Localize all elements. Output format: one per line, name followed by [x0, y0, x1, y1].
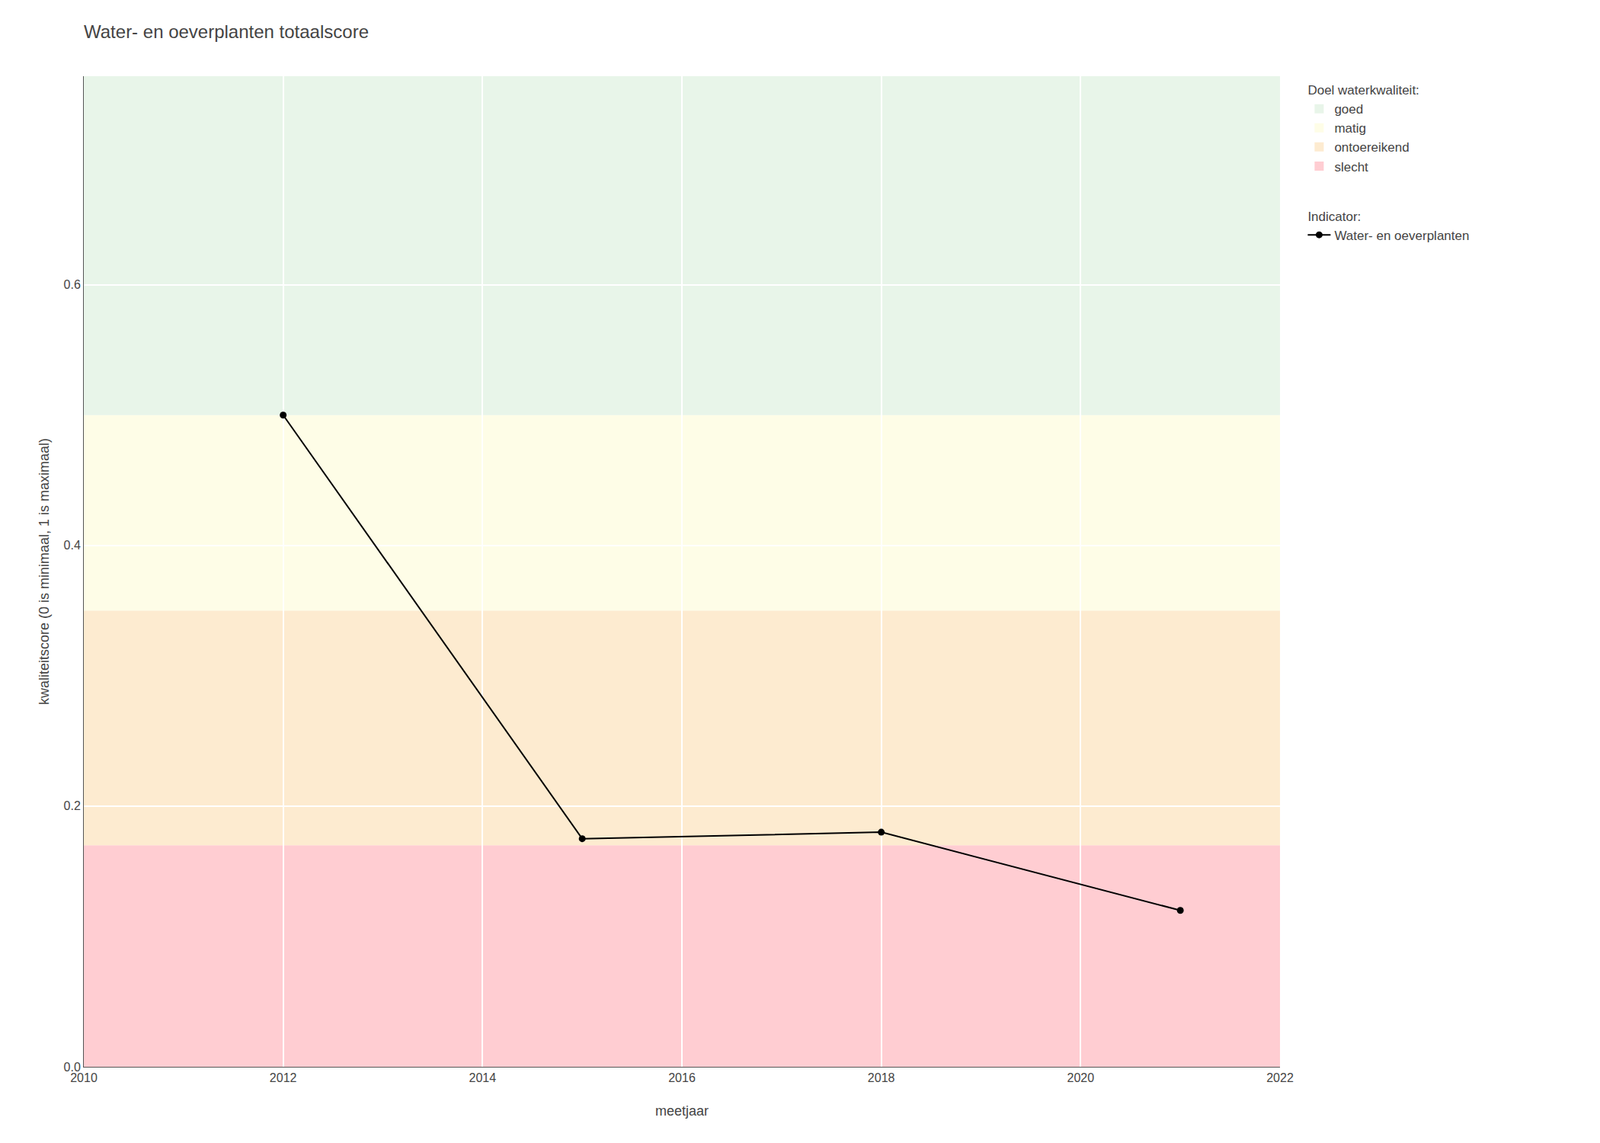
svg-text:matig: matig	[1334, 121, 1367, 136]
svg-text:kwaliteitscore (0 is minimaal,: kwaliteitscore (0 is minimaal, 1 is maxi…	[36, 438, 52, 705]
svg-text:0.2: 0.2	[64, 799, 81, 813]
svg-text:2010: 2010	[70, 1071, 98, 1085]
svg-text:2018: 2018	[867, 1071, 896, 1085]
svg-text:0.6: 0.6	[64, 278, 81, 292]
svg-text:2014: 2014	[469, 1071, 497, 1085]
svg-text:2012: 2012	[269, 1071, 298, 1085]
svg-text:0.4: 0.4	[64, 538, 81, 552]
svg-text:Water- en oeverplanten: Water- en oeverplanten	[1334, 228, 1469, 244]
svg-text:0.0: 0.0	[64, 1060, 81, 1074]
svg-text:Indicator:: Indicator:	[1307, 209, 1361, 224]
svg-text:Doel waterkwaliteit:: Doel waterkwaliteit:	[1307, 83, 1419, 98]
svg-text:meetjaar: meetjaar	[655, 1103, 709, 1119]
svg-text:ontoereikend: ontoereikend	[1334, 140, 1409, 155]
svg-text:slecht: slecht	[1334, 160, 1369, 175]
svg-text:2016: 2016	[668, 1071, 696, 1085]
svg-text:2022: 2022	[1266, 1071, 1294, 1085]
svg-text:Water- en oeverplanten totaals: Water- en oeverplanten totaalscore	[83, 21, 369, 42]
svg-text:goed: goed	[1334, 102, 1364, 117]
svg-text:2020: 2020	[1067, 1071, 1095, 1085]
